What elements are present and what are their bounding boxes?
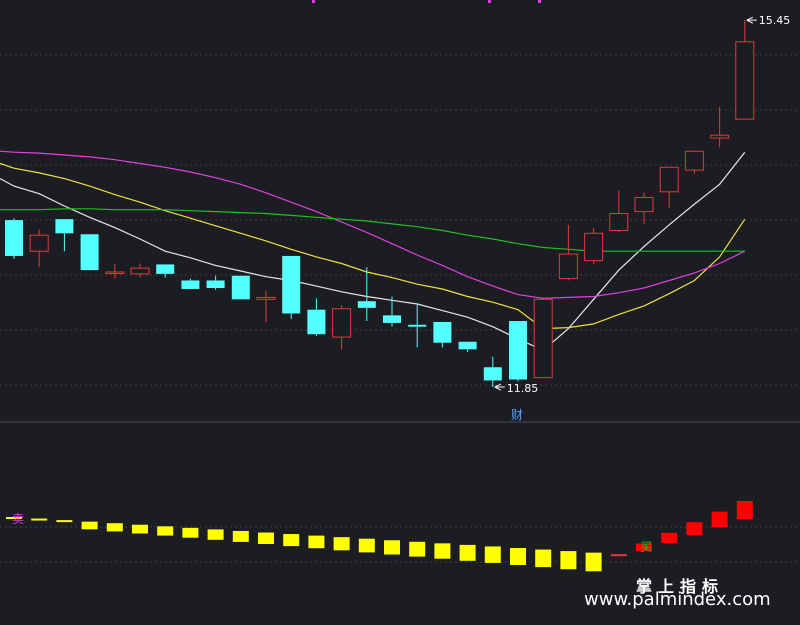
watermark-url: www.palmindex.com: [584, 589, 771, 610]
candle-body: [55, 219, 74, 234]
candle-body: [181, 280, 200, 289]
candle-body: [307, 309, 326, 335]
trend-block: [157, 526, 174, 536]
top-marker: [312, 0, 315, 3]
candle-body: [156, 264, 175, 274]
candle-body: [458, 341, 477, 350]
trend-block: [736, 501, 753, 519]
candle-body: [609, 213, 629, 231]
trend-block: [308, 535, 325, 549]
trend-block: [232, 530, 249, 542]
trend-block: [459, 544, 476, 561]
candle-body: [206, 280, 225, 289]
trend-block: [333, 537, 350, 551]
trend-block: [207, 529, 224, 540]
high-arrow: [746, 16, 757, 24]
trend-block: [182, 527, 199, 538]
candle-body: [735, 41, 755, 120]
trend-block: [384, 540, 400, 555]
candle-body: [357, 301, 376, 308]
low-arrow: [494, 383, 505, 391]
buy-signal-label: 买: [640, 540, 652, 554]
event-marker: 财: [511, 408, 523, 422]
candle-body: [231, 275, 250, 300]
candle-body: [80, 234, 99, 271]
candle-body: [509, 321, 527, 380]
trend-block: [585, 552, 602, 572]
trend-block: [686, 522, 703, 535]
trend-block: [81, 521, 98, 530]
trend-block: [560, 551, 577, 570]
candle-body: [433, 321, 452, 343]
trend-block: [610, 554, 627, 557]
trend-block: [106, 523, 123, 532]
candle-body: [634, 196, 654, 213]
sell-signal-label: 卖: [12, 512, 24, 526]
candle-body: [282, 255, 301, 314]
ma-line-ma60: [0, 208, 745, 252]
candle-body: [584, 232, 604, 262]
candle-body: [5, 220, 23, 256]
trend-block: [409, 541, 426, 557]
candle-body: [710, 134, 730, 139]
candle-body: [332, 308, 352, 338]
watermark-title: 掌上指标: [636, 577, 725, 596]
trend-block: [535, 549, 552, 568]
trend-block: [510, 548, 526, 565]
trend-block: [258, 532, 274, 544]
trend-block: [6, 517, 22, 519]
high-label: 15.45: [759, 14, 791, 27]
candle-body: [256, 296, 276, 300]
top-marker: [538, 0, 541, 3]
trend-block: [56, 520, 73, 523]
trend-block: [132, 524, 148, 534]
candle-body: [558, 253, 578, 280]
candle-body: [130, 267, 150, 275]
trend-block: [283, 534, 300, 547]
trend-block: [31, 518, 48, 521]
candle-body: [533, 298, 553, 379]
candle-body: [383, 315, 401, 323]
candle-body: [105, 271, 125, 274]
trend-block: [484, 546, 501, 563]
candle-body: [659, 166, 679, 193]
trend-block: [711, 511, 728, 527]
top-marker: [488, 0, 491, 3]
trend-block: [636, 543, 652, 551]
trend-block: [661, 532, 678, 543]
candle-body: [684, 150, 704, 171]
trend-block: [434, 543, 451, 559]
candle-body: [483, 367, 502, 381]
candle-body: [29, 234, 49, 252]
trend-block: [358, 538, 375, 553]
ma-line-ma20: [0, 150, 746, 300]
candle-body: [408, 324, 427, 327]
low-label: 11.85: [507, 382, 539, 395]
